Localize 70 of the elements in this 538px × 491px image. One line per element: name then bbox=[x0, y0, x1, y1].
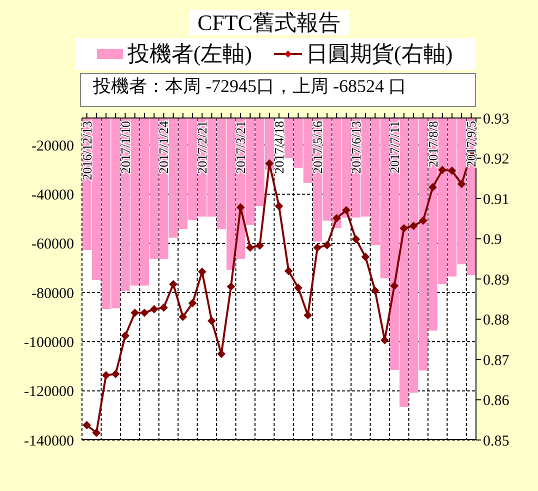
point bbox=[352, 235, 360, 244]
point bbox=[112, 370, 120, 378]
point bbox=[246, 244, 254, 252]
point bbox=[371, 286, 380, 295]
point bbox=[150, 305, 158, 314]
y2-tick-label: 0.89 bbox=[483, 272, 510, 288]
point bbox=[256, 242, 264, 250]
x-tick-label: 2017/5/16 bbox=[310, 120, 325, 174]
point bbox=[332, 214, 341, 222]
point bbox=[419, 216, 428, 225]
x-tick-label: 2017/4/18 bbox=[272, 121, 287, 174]
point bbox=[294, 284, 302, 292]
y-tick-label: -140000 bbox=[24, 433, 74, 450]
point bbox=[428, 183, 437, 192]
point bbox=[390, 282, 398, 290]
x-tick-label: 2017/1/10 bbox=[118, 121, 133, 174]
point bbox=[438, 166, 446, 174]
point bbox=[275, 202, 283, 210]
point bbox=[380, 336, 389, 344]
y-tick-label: -100000 bbox=[24, 335, 74, 352]
point bbox=[226, 282, 235, 291]
point bbox=[313, 244, 322, 252]
text: 投機者：本周 -72945口，上周 -68524 口 bbox=[80, 73, 476, 107]
point bbox=[188, 299, 197, 308]
chart-title: CFTC舊式報告 bbox=[189, 10, 349, 35]
point bbox=[217, 350, 226, 358]
point bbox=[92, 428, 100, 437]
y-tick-label: -60000 bbox=[32, 236, 74, 253]
x-tick-label: 2017/1/24 bbox=[156, 120, 172, 174]
y2-tick-label: 0.85 bbox=[483, 433, 510, 450]
x-tick-label: 2017/9/5 bbox=[464, 121, 479, 168]
y2-tick-label: 0.88 bbox=[483, 312, 510, 329]
point bbox=[82, 421, 91, 430]
point bbox=[361, 252, 370, 261]
x-tick-label: 2017/3/21 bbox=[233, 121, 248, 174]
point bbox=[265, 159, 274, 168]
point bbox=[304, 311, 312, 320]
point bbox=[178, 312, 187, 321]
point bbox=[208, 316, 216, 325]
point bbox=[160, 304, 168, 312]
x-tick-label: 2017/2/21 bbox=[194, 121, 210, 174]
x-tick-label: 2017/6/13 bbox=[348, 121, 364, 174]
x-tick-label: 2017/8/8 bbox=[425, 121, 440, 168]
legend-label: 日圓期貨(右軸) bbox=[306, 40, 453, 68]
y-tick-label: -20000 bbox=[32, 138, 74, 154]
y2-tick-label: 0.92 bbox=[483, 152, 510, 168]
point bbox=[284, 266, 293, 275]
point bbox=[410, 222, 418, 230]
x-tick-label: 2017/7/11 bbox=[386, 121, 402, 174]
y2-tick-label: 0.9 bbox=[483, 232, 502, 248]
point bbox=[323, 241, 332, 250]
x-tick-label: 2016/12/13 bbox=[79, 121, 94, 180]
y-tick-label: -120000 bbox=[24, 384, 74, 400]
point bbox=[236, 203, 245, 212]
point bbox=[400, 224, 408, 232]
point bbox=[448, 166, 456, 175]
y2-tick-label: 0.87 bbox=[483, 352, 510, 369]
point bbox=[140, 308, 148, 317]
y2-tick-label: 0.86 bbox=[483, 393, 510, 410]
y-tick-label: -40000 bbox=[32, 188, 74, 204]
y-tick-label: -80000 bbox=[32, 286, 74, 302]
point bbox=[342, 206, 350, 214]
point bbox=[121, 332, 130, 340]
point bbox=[458, 180, 466, 188]
point bbox=[169, 280, 178, 288]
y2-tick-label: 0.91 bbox=[483, 192, 510, 208]
y2-tick-label: 0.93 bbox=[483, 111, 510, 128]
legend-label: 投機者(左軸) bbox=[127, 40, 252, 68]
point bbox=[130, 308, 139, 317]
point bbox=[102, 371, 110, 380]
